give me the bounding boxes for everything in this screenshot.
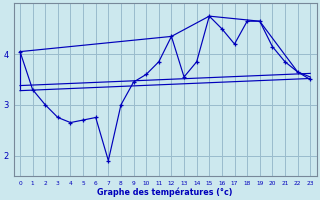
- X-axis label: Graphe des températures (°c): Graphe des températures (°c): [97, 187, 233, 197]
